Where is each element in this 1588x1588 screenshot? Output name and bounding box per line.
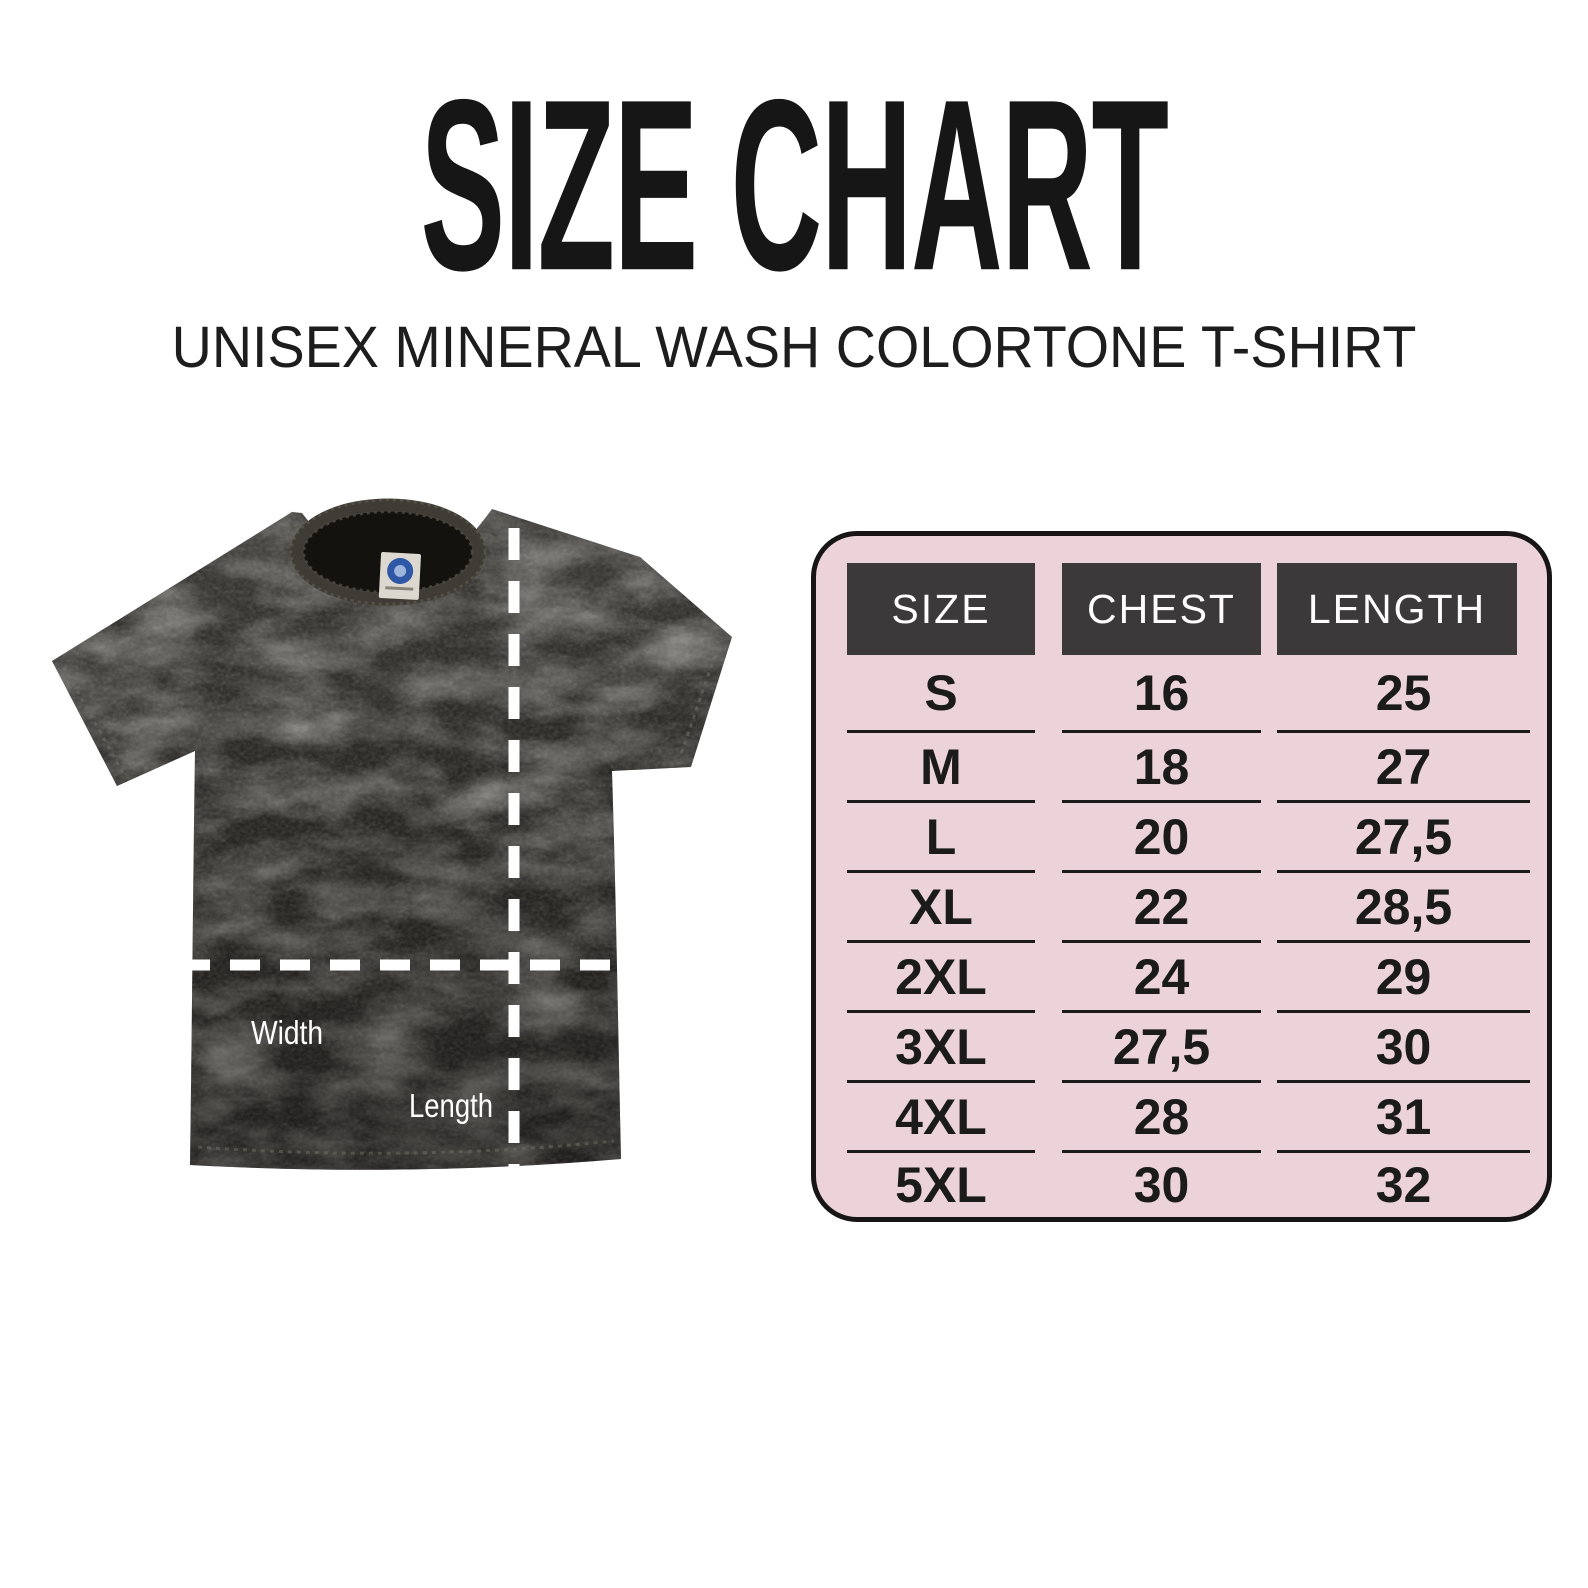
length-value: 29	[1277, 943, 1530, 1013]
measurement-lines: Length Width	[180, 528, 617, 1175]
page-title-text: SIZE CHART	[420, 49, 1169, 323]
column-header-length: LENGTH	[1277, 563, 1517, 655]
size-value: S	[847, 655, 1035, 733]
length-value: 27	[1277, 733, 1530, 803]
size-value: 2XL	[847, 943, 1035, 1013]
page-title: SIZE CHART	[294, 64, 1294, 308]
size-value: 3XL	[847, 1013, 1035, 1083]
size-table: SIZE S M L XL 2XL 3XL 4XL 5XL CHEST 16 1…	[811, 531, 1552, 1222]
chest-value: 16	[1062, 655, 1261, 733]
hem-stitch	[197, 1139, 615, 1155]
size-value: 4XL	[847, 1083, 1035, 1153]
length-value: 32	[1375, 1157, 1432, 1213]
length-column: LENGTH 25 27 27,5 28,5 29 30 31 32	[1277, 563, 1530, 1217]
chest-value: 30	[1133, 1157, 1190, 1213]
right-cuff-stitch	[678, 646, 720, 758]
width-label: Width	[251, 1014, 323, 1051]
size-value: M	[847, 733, 1035, 803]
size-value: XL	[847, 873, 1035, 943]
column-header-chest: CHEST	[1062, 563, 1261, 655]
size-column: SIZE S M L XL 2XL 3XL 4XL 5XL	[847, 563, 1035, 1217]
chest-value: 18	[1062, 733, 1261, 803]
chest-value: 20	[1062, 803, 1261, 873]
tshirt-measurement-diagram: Length Width	[40, 455, 740, 1190]
chest-column: CHEST 16 18 20 22 24 27,5 28 30	[1062, 563, 1261, 1217]
tshirt-silhouette	[52, 498, 732, 1170]
size-value: 5XL	[895, 1157, 987, 1213]
chest-value: 22	[1062, 873, 1261, 943]
collar-outer-stitch	[289, 498, 487, 606]
right-sleeve-seam	[610, 556, 642, 772]
neck-label	[378, 552, 421, 600]
length-label: Length	[409, 1087, 493, 1124]
tshirt-photo: Length Width	[52, 498, 732, 1175]
page-subtitle: UNISEX MINERAL WASH COLORTONE T-SHIRT	[146, 319, 1443, 377]
length-value: 28,5	[1277, 873, 1530, 943]
length-value: 30	[1277, 1013, 1530, 1083]
page-subtitle-text: UNISEX MINERAL WASH COLORTONE T-SHIRT	[171, 315, 1417, 380]
chest-value: 24	[1062, 943, 1261, 1013]
length-value: 27,5	[1277, 803, 1530, 873]
left-sleeve-seam	[193, 511, 294, 752]
chest-value: 27,5	[1062, 1013, 1261, 1083]
chest-value: 28	[1062, 1083, 1261, 1153]
collar	[290, 498, 486, 606]
column-header-size: SIZE	[847, 563, 1035, 655]
left-cuff-stitch	[62, 666, 126, 776]
tshirt-shading	[52, 509, 732, 1170]
length-value: 25	[1277, 655, 1530, 733]
length-value: 31	[1277, 1083, 1530, 1153]
size-value: L	[847, 803, 1035, 873]
